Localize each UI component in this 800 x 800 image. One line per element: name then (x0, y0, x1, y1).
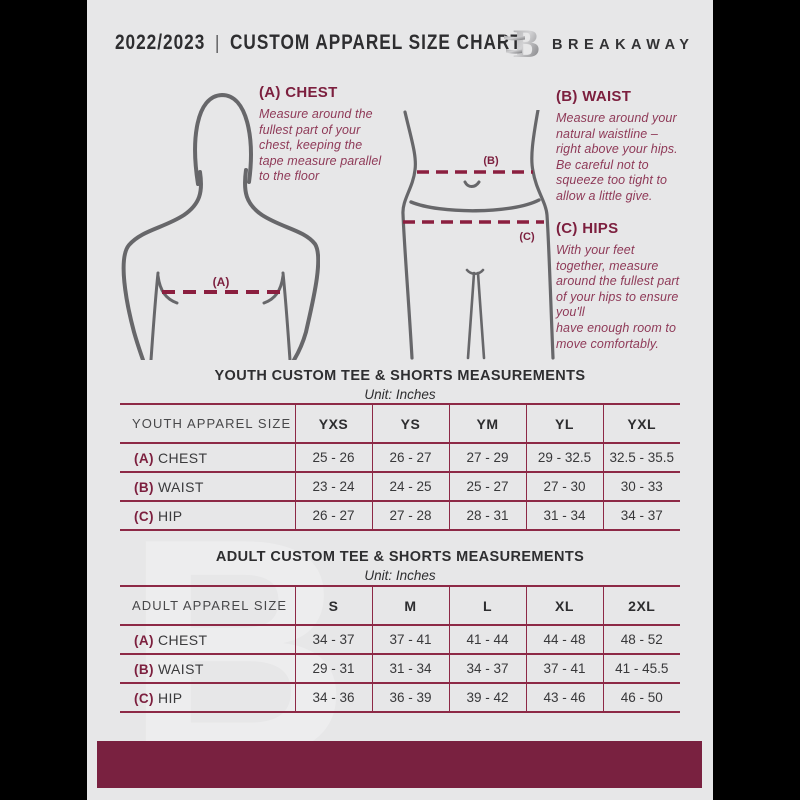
measurement-row: (C) HIP 34 - 36 36 - 39 39 - 42 43 - 46 46 - 5… (120, 682, 680, 713)
brand-name: BREAKAWAY (552, 37, 695, 53)
adult-table-title: ADULT CUSTOM TEE & SHORTS MEASUREMENTS (215, 549, 585, 565)
measurement-range-cell: 28 - 31 (448, 500, 526, 531)
measurement-row-label: (A) CHEST (120, 442, 295, 472)
measurement-range-cell: 30 - 33 (602, 471, 680, 501)
waist-hip-measurement-diagram: (B) (C) (401, 110, 555, 360)
measurement-range-cell: 48 - 52 (602, 624, 680, 654)
measurement-range-cell: 31 - 34 (525, 500, 603, 531)
measurement-range-cell: 37 - 41 (525, 653, 603, 683)
measurement-range-cell: 27 - 29 (448, 442, 526, 472)
measurement-range-cell: 41 - 45.5 (602, 653, 680, 683)
youth-table-header-label: YOUTH APPAREL SIZE (120, 403, 295, 443)
measurement-row: (B) WAIST 29 - 31 31 - 34 34 - 37 37 - 41 41 -… (120, 653, 680, 683)
chest-guide-heading: (A) CHEST (259, 84, 338, 101)
measurement-key: (C) (134, 508, 154, 524)
size-column-header: L (448, 585, 526, 625)
measurement-range-cell: 29 - 32.5 (525, 442, 603, 472)
page-title: 2022/2023 | CUSTOM APPAREL SIZE CHART (115, 31, 522, 55)
hips-guide-heading: (C) HIPS (556, 220, 619, 237)
measurement-name: WAIST (157, 660, 204, 677)
size-column-header: XL (525, 585, 603, 625)
measurement-key: (B) (134, 661, 154, 677)
adult-size-table: ADULT APPAREL SIZE S M L XL 2XL (A) CHEST 34 -… (120, 585, 680, 713)
youth-table-title: YOUTH CUSTOM TEE & SHORTS MEASUREMENTS (214, 368, 586, 384)
measurement-name: CHEST (157, 631, 208, 648)
measurement-range-cell: 44 - 48 (525, 624, 603, 654)
measurement-range-cell: 46 - 50 (602, 682, 680, 713)
measurement-range-cell: 41 - 44 (448, 624, 526, 654)
youth-table-unit: Unit: Inches (364, 387, 436, 402)
size-column-header: M (371, 585, 449, 625)
measurement-range-cell: 27 - 28 (371, 500, 449, 531)
svg-text:B: B (513, 21, 540, 64)
measurement-range-cell: 32.5 - 35.5 (602, 442, 680, 472)
hip-marker-label: (C) (519, 231, 535, 243)
size-column-header: YXS (294, 403, 372, 443)
measurement-key: (A) (134, 632, 154, 648)
season-label: 2022/2023 (115, 31, 206, 54)
waist-marker-label: (B) (483, 155, 499, 167)
measurement-row-label: (A) CHEST (120, 624, 295, 654)
hips-guide-text: With your feet together, measure around … (556, 243, 680, 351)
measurement-name: HIP (157, 507, 183, 524)
measurement-name: CHEST (157, 449, 208, 466)
measurement-key: (B) (134, 479, 154, 495)
measurement-name: HIP (157, 689, 183, 706)
size-column-header: S (294, 585, 372, 625)
measurement-range-cell: 25 - 26 (294, 442, 372, 472)
measurement-range-cell: 37 - 41 (371, 624, 449, 654)
waist-guide-heading: (B) WAIST (556, 88, 632, 105)
size-column-header: YXL (602, 403, 680, 443)
adult-table-header-label: ADULT APPAREL SIZE (120, 585, 295, 625)
size-column-header: 2XL (602, 585, 680, 625)
measurement-row: (B) WAIST 23 - 24 24 - 25 25 - 27 27 - 30 30 -… (120, 471, 680, 501)
measurement-range-cell: 23 - 24 (294, 471, 372, 501)
size-chart-flyer: B 2022/2023 | CUSTOM APPAREL SIZE CHART … (87, 0, 713, 800)
waist-guide-text: Measure around your natural waistline – … (556, 111, 678, 203)
measurement-row: (A) CHEST 34 - 37 37 - 41 41 - 44 44 - 48 48 -… (120, 624, 680, 654)
measurement-row: (A) CHEST 25 - 26 26 - 27 27 - 29 29 - 32.5 32… (120, 442, 680, 472)
footer-accent-bar (97, 741, 702, 788)
measurement-row-label: (C) HIP (120, 500, 295, 531)
measurement-range-cell: 26 - 27 (371, 442, 449, 472)
chest-guide-text: Measure around the fullest part of your … (259, 107, 382, 184)
chart-title: CUSTOM APPAREL SIZE CHART (229, 31, 522, 54)
measurement-range-cell: 34 - 37 (294, 624, 372, 654)
measurement-key: (C) (134, 690, 154, 706)
measurement-row: (C) HIP 26 - 27 27 - 28 28 - 31 31 - 34 34 - 3… (120, 500, 680, 531)
breakaway-logo-icon: B (504, 21, 540, 64)
measurement-range-cell: 27 - 30 (525, 471, 603, 501)
measurement-range-cell: 26 - 27 (294, 500, 372, 531)
measurement-row-label: (C) HIP (120, 682, 295, 713)
measurement-row-label: (B) WAIST (120, 653, 295, 683)
size-column-header: YM (448, 403, 526, 443)
size-column-header: YS (371, 403, 449, 443)
measurement-name: WAIST (157, 478, 204, 495)
measurement-range-cell: 36 - 39 (371, 682, 449, 713)
measurement-range-cell: 24 - 25 (371, 471, 449, 501)
measurement-range-cell: 43 - 46 (525, 682, 603, 713)
adult-table-unit: Unit: Inches (364, 568, 436, 583)
measurement-range-cell: 34 - 37 (602, 500, 680, 531)
measurement-key: (A) (134, 450, 154, 466)
size-column-header: YL (525, 403, 603, 443)
measurement-range-cell: 34 - 36 (294, 682, 372, 713)
chest-measurement-diagram: (A) (121, 92, 320, 360)
youth-size-table: YOUTH APPAREL SIZE YXS YS YM YL YXL (A) CHEST… (120, 403, 680, 531)
title-divider: | (215, 33, 221, 54)
measurement-range-cell: 34 - 37 (448, 653, 526, 683)
brand-lockup: B BREAKAWAY (503, 20, 694, 64)
measurement-row-label: (B) WAIST (120, 471, 295, 501)
measurement-range-cell: 39 - 42 (448, 682, 526, 713)
measurement-range-cell: 25 - 27 (448, 471, 526, 501)
measurement-range-cell: 29 - 31 (294, 653, 372, 683)
measurement-range-cell: 31 - 34 (371, 653, 449, 683)
chest-marker-label: (A) (213, 275, 230, 289)
